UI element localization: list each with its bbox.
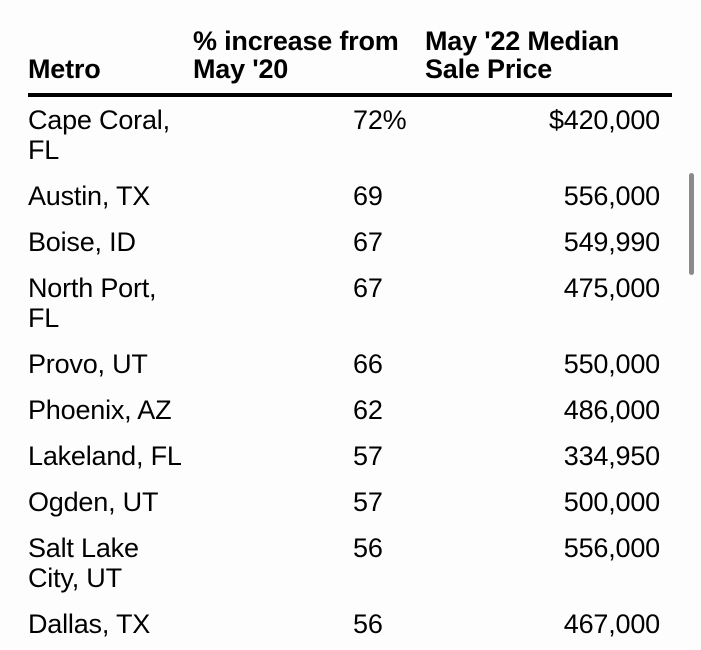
- price-cell: 467,000: [563, 609, 660, 639]
- increase-cell: 72%: [353, 105, 407, 135]
- increase-cell: 57: [353, 487, 383, 517]
- price-cell: 549,990: [563, 227, 660, 257]
- price-cell: $420,000: [548, 105, 660, 135]
- increase-cell: 67: [353, 227, 383, 257]
- column-header-metro: Metro: [28, 54, 101, 84]
- increase-cell: 57: [353, 441, 383, 471]
- price-cell: 550,000: [563, 349, 660, 379]
- metro-cell: Lakeland, FL: [28, 441, 182, 471]
- column-header-price: May '22 Median Sale Price: [425, 26, 620, 84]
- increase-cell: 56: [353, 609, 383, 639]
- price-cell: 486,000: [563, 395, 660, 425]
- increase-cell: 66: [353, 349, 383, 379]
- increase-cell: 62: [353, 395, 383, 425]
- table-row: Salt Lake City, UT 56 556,000: [28, 525, 672, 601]
- price-cell: 556,000: [563, 181, 660, 211]
- increase-cell: 67: [353, 273, 383, 303]
- table-row: Ogden, UT 57 500,000: [28, 479, 672, 525]
- table-row: Lakeland, FL 57 334,950: [28, 433, 672, 479]
- metro-cell: Phoenix, AZ: [28, 395, 172, 425]
- metro-cell: Austin, TX: [28, 181, 151, 211]
- metro-price-table: Metro % increase from May '20 May '22 Me…: [28, 0, 672, 647]
- increase-cell: 56: [353, 533, 383, 563]
- table-row: Dallas, TX 56 467,000: [28, 601, 672, 647]
- metro-cell: Salt Lake City, UT: [28, 533, 139, 593]
- price-cell: 556,000: [563, 533, 660, 563]
- metro-cell: North Port, FL: [28, 273, 157, 333]
- table-row: Cape Coral, FL 72% $420,000: [28, 97, 672, 173]
- metro-cell: Provo, UT: [28, 349, 148, 379]
- metro-cell: Cape Coral, FL: [28, 105, 170, 165]
- price-cell: 500,000: [563, 487, 660, 517]
- metro-cell: Boise, ID: [28, 227, 136, 257]
- table-row: Phoenix, AZ 62 486,000: [28, 387, 672, 433]
- table-row: Provo, UT 66 550,000: [28, 341, 672, 387]
- vertical-scrollbar-thumb[interactable]: [689, 173, 694, 275]
- price-cell: 475,000: [563, 273, 660, 303]
- header-divider: [28, 93, 672, 97]
- table-row: Austin, TX 69 556,000: [28, 173, 672, 219]
- price-cell: 334,950: [563, 441, 660, 471]
- table-header: Metro % increase from May '20 May '22 Me…: [28, 0, 672, 93]
- column-header-increase: % increase from May '20: [193, 26, 399, 84]
- table-row: Boise, ID 67 549,990: [28, 219, 672, 265]
- metro-cell: Dallas, TX: [28, 609, 151, 639]
- increase-cell: 69: [353, 181, 383, 211]
- table-row: North Port, FL 67 475,000: [28, 265, 672, 341]
- metro-cell: Ogden, UT: [28, 487, 159, 517]
